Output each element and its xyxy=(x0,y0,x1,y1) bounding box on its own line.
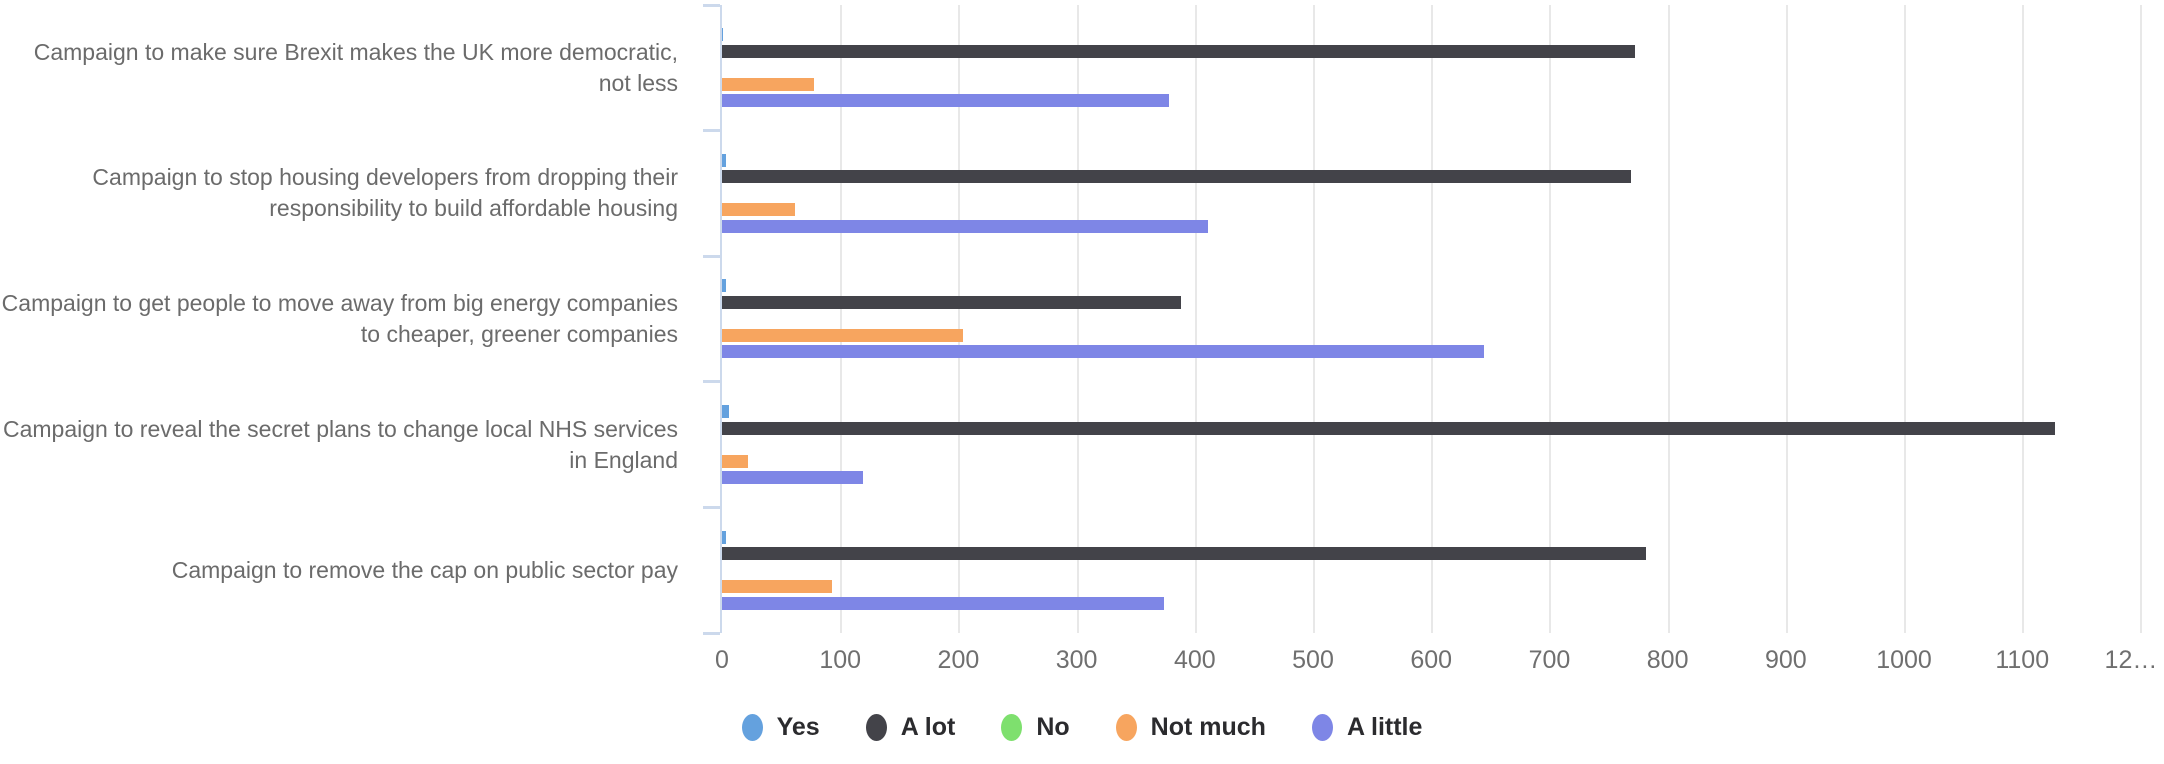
category-label-3: Campaign to get people to move away from… xyxy=(1,289,678,347)
bar-yes[interactable] xyxy=(722,279,726,293)
bar-group-5 xyxy=(722,507,2144,633)
gridline-1000 xyxy=(1904,5,1907,633)
legend-item-a-little[interactable]: A little xyxy=(1311,712,1423,742)
gridline-500 xyxy=(1313,5,1316,633)
x-tick-label-700: 700 xyxy=(1528,646,1571,674)
gridline-700 xyxy=(1549,5,1552,633)
bar-not-much[interactable] xyxy=(722,328,964,342)
legend-item-not-much[interactable]: Not much xyxy=(1115,712,1266,742)
gridline-1100 xyxy=(2022,5,2025,633)
bar-group-3 xyxy=(722,256,2144,382)
y-axis-tick xyxy=(703,254,720,258)
bar-group-1 xyxy=(722,5,2144,131)
x-tick-label-300: 300 xyxy=(1055,646,1098,674)
gridline-800 xyxy=(1667,5,1670,633)
bar-not-much[interactable] xyxy=(722,203,796,217)
legend-swatch-no-icon xyxy=(1001,713,1023,741)
y-axis-tick xyxy=(703,505,720,509)
legend: Yes A lot No Not much A little xyxy=(0,704,2164,750)
bar-a-lot[interactable] xyxy=(722,421,2056,435)
bar-a-lot[interactable] xyxy=(722,295,1181,309)
legend-item-no[interactable]: No xyxy=(1001,712,1070,742)
bar-yes[interactable] xyxy=(722,530,726,544)
legend-item-a-lot[interactable]: A lot xyxy=(865,712,956,742)
category-label-5: Campaign to remove the cap on public sec… xyxy=(171,556,678,583)
gridline-900 xyxy=(1785,5,1788,633)
gridline-200 xyxy=(958,5,961,633)
x-tick-label-800: 800 xyxy=(1646,646,1689,674)
y-axis-line xyxy=(720,5,722,633)
bar-a-little[interactable] xyxy=(722,471,863,485)
y-axis-tick xyxy=(703,631,720,635)
y-axis-tick xyxy=(703,3,720,7)
category-label-4: Campaign to reveal the secret plans to c… xyxy=(2,415,678,473)
x-tick-label-200: 200 xyxy=(937,646,980,674)
bar-yes[interactable] xyxy=(722,28,724,42)
category-label-2: Campaign to stop housing developers from… xyxy=(92,164,678,222)
category-labels: Campaign to make sure Brexit makes the U… xyxy=(0,5,700,633)
category-label-1: Campaign to make sure Brexit makes the U… xyxy=(33,38,678,96)
bar-a-little[interactable] xyxy=(722,345,1485,359)
gridline-600 xyxy=(1431,5,1434,633)
bar-yes[interactable] xyxy=(722,153,726,167)
bar-a-little[interactable] xyxy=(722,219,1208,233)
legend-label-a-lot: A lot xyxy=(900,712,956,741)
bar-not-much[interactable] xyxy=(722,77,815,91)
x-tick-label-1100: 1100 xyxy=(1995,646,2050,674)
legend-swatch-not-much-icon xyxy=(1115,713,1137,741)
y-axis-tick xyxy=(703,129,720,133)
y-axis-tick xyxy=(703,380,720,384)
x-tick-label-1000: 1000 xyxy=(1876,646,1932,674)
legend-item-yes[interactable]: Yes xyxy=(741,712,820,742)
x-tick-label-600: 600 xyxy=(1410,646,1453,674)
bar-a-little[interactable] xyxy=(722,94,1169,108)
gridline-1200 xyxy=(2140,5,2143,633)
legend-swatch-a-little-icon xyxy=(1311,713,1333,741)
x-tick-label-400: 400 xyxy=(1173,646,1216,674)
x-tick-label-100: 100 xyxy=(819,646,862,674)
x-tick-label-900: 900 xyxy=(1764,646,1807,674)
gridline-300 xyxy=(1076,5,1079,633)
bar-not-much[interactable] xyxy=(722,580,832,594)
bar-not-much[interactable] xyxy=(722,454,748,468)
gridline-100 xyxy=(840,5,843,633)
bar-a-lot[interactable] xyxy=(722,170,1631,184)
legend-label-no: No xyxy=(1036,712,1070,741)
bar-group-4 xyxy=(722,382,2144,508)
bar-yes[interactable] xyxy=(722,405,730,419)
bar-a-lot[interactable] xyxy=(722,547,1647,561)
legend-swatch-yes-icon xyxy=(741,713,763,741)
gridline-400 xyxy=(1194,5,1197,633)
x-tick-label-500: 500 xyxy=(1292,646,1334,674)
x-tick-label-0: 0 xyxy=(715,646,729,674)
bar-a-lot[interactable] xyxy=(722,44,1635,58)
plot-area xyxy=(703,3,2144,635)
bar-group-2 xyxy=(722,131,2144,257)
x-tick-label-1200: 12… xyxy=(2104,646,2158,674)
x-axis-labels: 0 100 200 300 400 500 600 700 800 900 1000 1100 12… xyxy=(715,646,2157,680)
legend-label-a-little: A little xyxy=(1346,712,1423,741)
legend-label-yes: Yes xyxy=(776,712,820,741)
bar-a-little[interactable] xyxy=(722,596,1165,610)
legend-swatch-a-lot-icon xyxy=(865,713,887,741)
legend-label-not-much: Not much xyxy=(1150,712,1266,741)
